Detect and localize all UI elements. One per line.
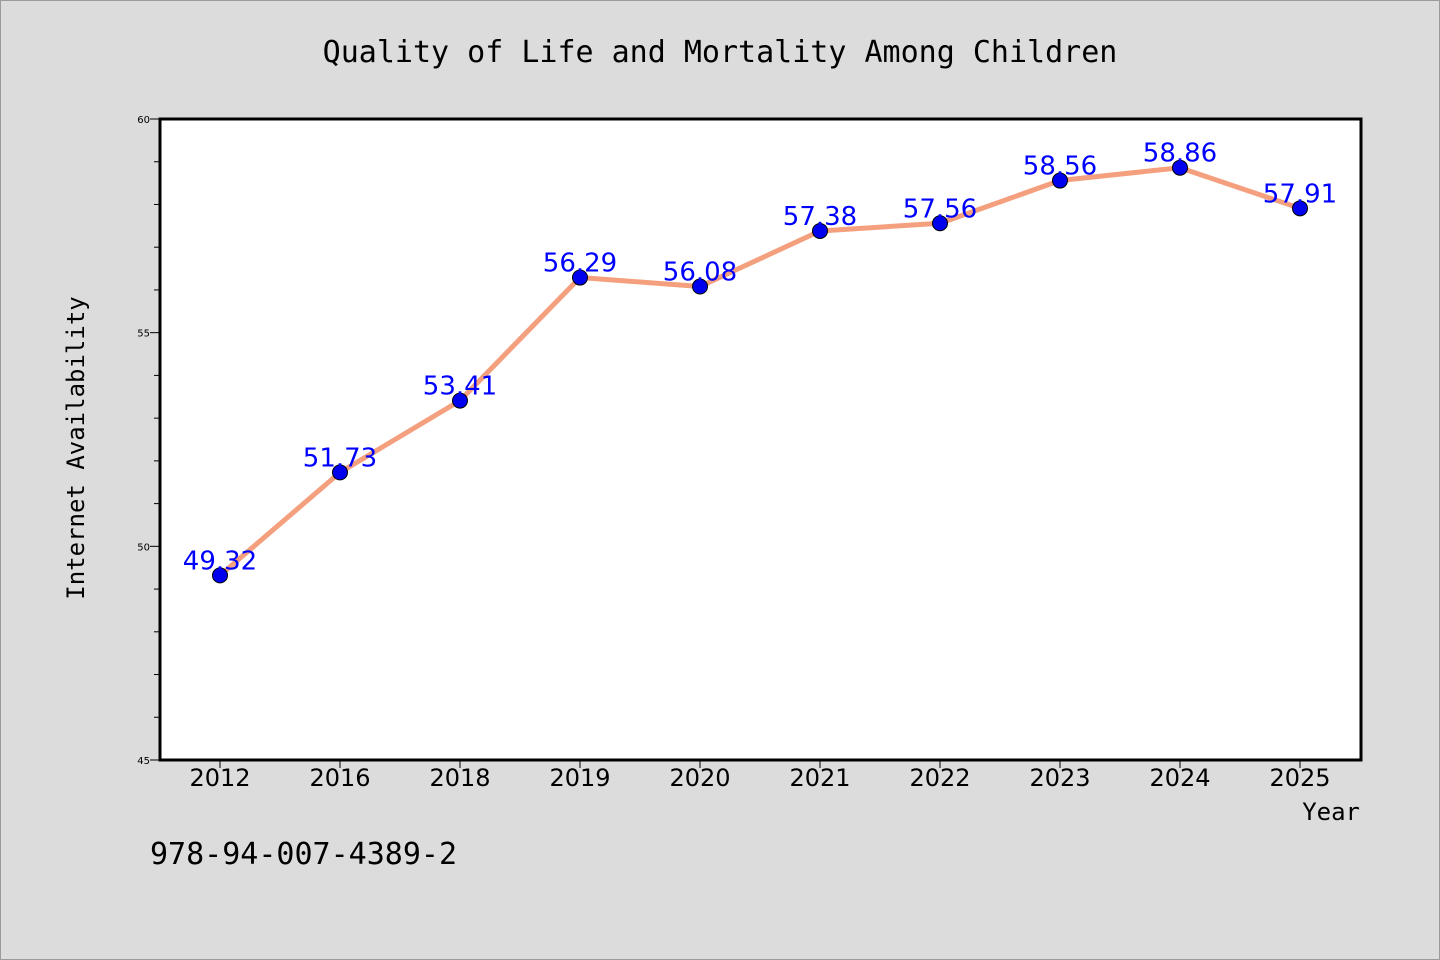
x-tick-label: 2022 bbox=[909, 764, 970, 792]
series-line bbox=[218, 165, 1301, 578]
data-label: 57.38 bbox=[783, 202, 857, 232]
y-tick-label: 50 bbox=[137, 542, 150, 553]
footer-code: 978-94-007-4389-2 bbox=[150, 837, 457, 872]
data-point bbox=[1052, 172, 1068, 189]
data-point bbox=[692, 278, 708, 295]
data-label: 58.86 bbox=[1143, 139, 1217, 169]
data-label: 57.56 bbox=[903, 194, 977, 224]
x-tick-label: 2016 bbox=[309, 764, 370, 792]
data-point bbox=[932, 215, 948, 232]
data-labels: 49.32 51.73 53.41 56.29 56.08 57.38 57.56 58.56… bbox=[183, 139, 1337, 577]
data-point bbox=[1292, 200, 1308, 217]
data-markers bbox=[212, 159, 1308, 584]
x-tick-label: 2023 bbox=[1029, 764, 1090, 792]
y-tick-label: 45 bbox=[137, 756, 150, 767]
y-tick-label: 55 bbox=[137, 329, 150, 340]
y-tick-label: 60 bbox=[137, 115, 150, 126]
data-point bbox=[332, 464, 348, 481]
data-label: 53.41 bbox=[423, 372, 497, 402]
y-axis-label: Internet Availability bbox=[62, 296, 90, 599]
data-label: 49.32 bbox=[183, 546, 257, 576]
chart-title: Quality of Life and Mortality Among Chil… bbox=[323, 35, 1118, 70]
x-tick-label: 2012 bbox=[189, 764, 250, 792]
data-point bbox=[812, 222, 828, 239]
x-tick-label: 2019 bbox=[549, 764, 610, 792]
x-tick-label: 2021 bbox=[789, 764, 850, 792]
data-label: 56.08 bbox=[663, 258, 737, 288]
data-point bbox=[1172, 159, 1188, 176]
x-axis: 2012 2016 2018 2019 2020 2021 2022 2023 2024 2025 bbox=[189, 760, 1331, 792]
data-label: 51.73 bbox=[303, 443, 377, 473]
x-tick-label: 2018 bbox=[429, 764, 490, 792]
x-tick-label: 2024 bbox=[1149, 764, 1210, 792]
data-label: 58.56 bbox=[1023, 152, 1097, 182]
data-label: 57.91 bbox=[1263, 179, 1337, 209]
y-axis: 45 50 55 60 bbox=[137, 115, 160, 767]
plot-area bbox=[158, 117, 1363, 762]
data-point bbox=[452, 392, 468, 409]
x-axis-label: Year bbox=[1302, 798, 1360, 826]
data-label: 56.29 bbox=[543, 249, 617, 279]
data-point bbox=[212, 567, 228, 584]
x-tick-label: 2025 bbox=[1269, 764, 1330, 792]
x-tick-label: 2020 bbox=[669, 764, 730, 792]
data-point bbox=[572, 269, 588, 286]
